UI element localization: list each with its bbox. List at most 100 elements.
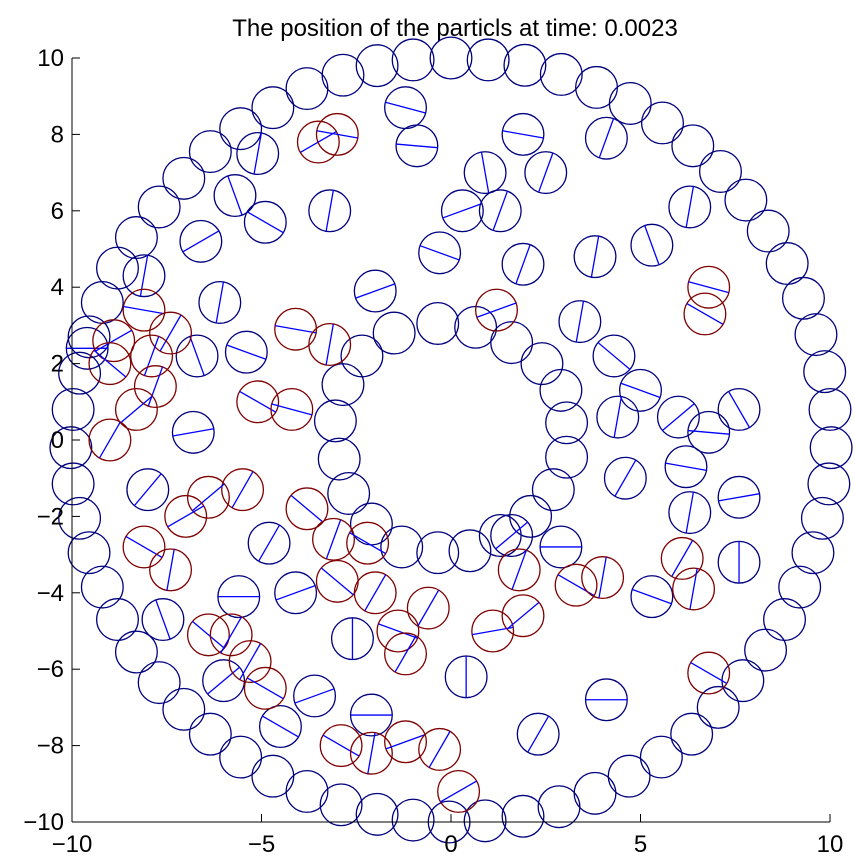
red_particles-orientation-line <box>239 643 262 680</box>
blue_particles-orientation-line <box>527 715 550 753</box>
red_particles-orientation-line <box>316 130 358 139</box>
outer_wall-particle <box>355 44 399 88</box>
red_particles-particle <box>130 334 174 378</box>
red_particles-orientation-line <box>274 324 317 334</box>
blue_particles-orientation-line <box>226 344 267 360</box>
red_particles-orientation-line <box>385 734 426 750</box>
inner_ring-particle <box>313 399 357 443</box>
blue_particles-orientation-line <box>246 211 284 234</box>
blue_particles-particle <box>478 189 522 233</box>
inner_ring-particle <box>372 311 416 355</box>
inner_ring-particle <box>531 468 575 512</box>
blue_particles-particle <box>236 132 280 175</box>
red_particles-particle <box>88 418 132 462</box>
y-tick-label: −10 <box>23 809 64 836</box>
red_particles-orientation-line <box>506 601 540 630</box>
y-tick-label: 8 <box>51 121 64 148</box>
outer_wall-particle <box>575 65 619 109</box>
red_particles-orientation-line <box>349 532 386 555</box>
blue_particles-orientation-line <box>590 235 600 278</box>
red_particles-particle <box>581 556 625 600</box>
outer_wall-particle <box>137 185 181 229</box>
outer_wall-particle <box>162 156 206 200</box>
blue_particles-particle <box>308 189 352 233</box>
red_particles-particle <box>497 548 541 592</box>
inner_ring-particle <box>340 334 384 378</box>
x-tick-label: 0 <box>444 831 457 858</box>
outer_wall-particle <box>763 598 807 642</box>
outer_wall-particle <box>137 661 181 705</box>
blue_particles-orientation-line <box>139 255 149 297</box>
red_particles-orientation-line <box>98 421 121 459</box>
red_particles-orientation-line <box>690 662 728 685</box>
blue_particles-particle <box>258 705 302 748</box>
outer_wall-particle <box>791 531 835 575</box>
outer_wall-particle <box>809 426 853 470</box>
blue_particles-orientation-line <box>258 524 281 562</box>
blue_particles-orientation-line <box>480 151 490 194</box>
blue_particles-orientation-line <box>442 203 483 219</box>
blue_particles-particle <box>501 112 545 156</box>
blue_particles-orientation-line <box>598 118 615 159</box>
outer_wall-particle <box>251 86 295 130</box>
red_particles-orientation-line <box>598 556 607 599</box>
y-tick-label: 2 <box>51 351 64 378</box>
blue_particles-particle <box>573 235 617 279</box>
outer_wall-particle <box>391 798 435 842</box>
blue_particles-orientation-line <box>325 190 334 232</box>
red_particles-orientation-line <box>440 780 477 803</box>
outer_wall-particle <box>670 712 714 756</box>
red_particles-particle <box>384 632 428 676</box>
blue_particles-orientation-line <box>419 245 460 261</box>
red_particles-particle <box>243 666 287 710</box>
outer_wall-particle <box>803 350 847 394</box>
outer_wall-particle <box>188 712 232 756</box>
blue_particles-particle <box>717 475 761 519</box>
blue_particles-particle <box>664 445 708 489</box>
outer_wall-particle <box>808 387 852 431</box>
blue_particles-particle <box>247 521 291 565</box>
red_particles-orientation-line <box>364 574 387 612</box>
red_particles-particle <box>319 724 363 768</box>
blue_particles-orientation-line <box>172 428 214 437</box>
red_particles-orientation-line <box>686 302 724 325</box>
outer_wall-particle <box>80 565 124 609</box>
outer_wall-particle <box>781 276 825 320</box>
red_particles-orientation-line <box>325 323 334 366</box>
inner_ring-particle <box>545 401 589 445</box>
red_particles-orientation-line <box>320 567 354 596</box>
outer_wall-particle <box>537 785 581 829</box>
inner_ring-particle <box>520 342 564 386</box>
outer_wall-particle <box>114 630 158 674</box>
red_particles-particle <box>349 731 393 775</box>
red_particles-orientation-line <box>322 734 360 757</box>
red_particles-particle <box>149 311 193 355</box>
blue_particles-particle <box>418 231 462 275</box>
outer_wall-particle <box>608 81 652 125</box>
red_particles-particle <box>471 609 515 653</box>
blue_particles-particle <box>274 571 318 615</box>
red_particles-particle <box>285 487 329 531</box>
red_particles-particle <box>437 769 481 813</box>
blue_particles-orientation-line <box>294 688 335 704</box>
red_particles-particle <box>418 727 462 771</box>
blue_particles-particle <box>668 185 712 229</box>
blue_particles-particle <box>656 395 700 439</box>
red_particles-particle <box>186 613 230 657</box>
blue_particles-orientation-line <box>385 101 426 114</box>
blue_particles-particle <box>596 395 640 439</box>
red_particles-orientation-line <box>367 732 376 774</box>
outer_wall-particle <box>463 799 507 843</box>
outer_wall-particle <box>640 101 684 145</box>
red_particles-particle <box>122 288 166 332</box>
blue_particles-particle <box>490 514 534 557</box>
blue_particles-orientation-line <box>262 715 299 738</box>
y-tick-label: 4 <box>51 274 64 301</box>
blue_particles-particle <box>592 334 636 378</box>
outer_wall-particle <box>539 52 583 96</box>
red_particles-orientation-line <box>290 494 324 523</box>
outer_wall-particle <box>746 209 790 253</box>
red_particles-particle <box>687 265 731 309</box>
outer_wall-particle <box>501 794 545 838</box>
